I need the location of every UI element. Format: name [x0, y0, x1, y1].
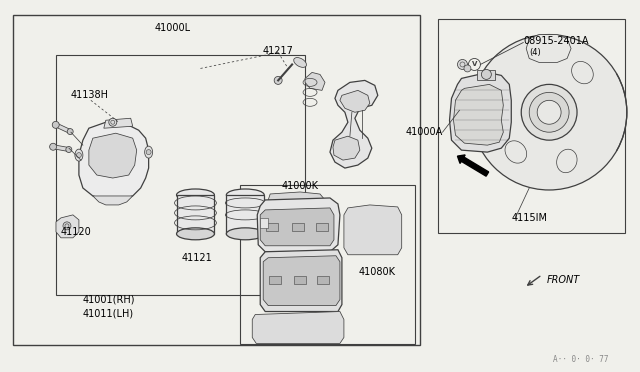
Circle shape [274, 76, 282, 84]
Text: 41138H: 41138H [71, 90, 109, 100]
Text: 41000L: 41000L [154, 23, 191, 33]
Bar [316, 223, 328, 231]
Ellipse shape [294, 58, 307, 67]
Circle shape [458, 60, 467, 70]
Polygon shape [257, 198, 340, 252]
Bar [240, 185, 415, 344]
Bar [438, 19, 625, 233]
Circle shape [76, 153, 81, 158]
Circle shape [529, 92, 569, 132]
Text: 41011(LH): 41011(LH) [83, 308, 134, 318]
Text: FRONT: FRONT [547, 275, 580, 285]
Polygon shape [263, 256, 340, 305]
Bar [294, 276, 306, 283]
Ellipse shape [75, 149, 83, 161]
Ellipse shape [145, 146, 152, 158]
Circle shape [109, 118, 116, 126]
Polygon shape [252, 311, 344, 343]
Bar [477, 70, 495, 80]
Text: (4): (4) [529, 48, 541, 57]
Polygon shape [52, 145, 69, 151]
Ellipse shape [177, 228, 214, 240]
Text: V: V [472, 61, 477, 67]
Bar [266, 223, 278, 231]
Bar [227, 195, 264, 234]
Bar [269, 276, 281, 283]
Polygon shape [79, 122, 148, 200]
Circle shape [63, 222, 71, 230]
Circle shape [481, 70, 492, 79]
Bar [177, 195, 214, 234]
Ellipse shape [227, 189, 264, 201]
Text: 41120: 41120 [61, 227, 92, 237]
Bar [56, 55, 305, 295]
Polygon shape [260, 250, 342, 311]
Ellipse shape [505, 141, 527, 163]
Text: 41000A: 41000A [405, 127, 442, 137]
Text: 4115IM: 4115IM [511, 213, 547, 223]
Polygon shape [305, 73, 325, 90]
Polygon shape [268, 192, 325, 205]
Text: 08915-2401A: 08915-2401A [524, 36, 589, 45]
Circle shape [472, 35, 627, 190]
Polygon shape [260, 208, 334, 246]
Polygon shape [449, 73, 511, 152]
Polygon shape [93, 196, 132, 205]
Circle shape [521, 84, 577, 140]
Polygon shape [104, 118, 132, 128]
Text: 41217: 41217 [262, 45, 294, 55]
Circle shape [52, 121, 60, 128]
Polygon shape [55, 123, 71, 134]
Bar [292, 223, 304, 231]
Polygon shape [89, 133, 137, 178]
Ellipse shape [486, 93, 510, 113]
Circle shape [66, 147, 72, 153]
Polygon shape [526, 35, 571, 62]
Circle shape [464, 65, 471, 72]
Ellipse shape [557, 149, 577, 173]
Polygon shape [330, 80, 378, 168]
Text: 41001(RH): 41001(RH) [83, 295, 136, 305]
Circle shape [50, 143, 56, 150]
Polygon shape [454, 84, 503, 145]
Polygon shape [56, 215, 79, 238]
Polygon shape [340, 90, 370, 112]
Polygon shape [333, 136, 360, 160]
Ellipse shape [177, 189, 214, 201]
Polygon shape [344, 205, 402, 255]
Bar [13, 15, 420, 346]
Ellipse shape [572, 61, 593, 84]
Text: 41080K: 41080K [358, 267, 396, 277]
Bar [317, 276, 329, 283]
Bar [260, 218, 268, 228]
Circle shape [67, 129, 73, 135]
Circle shape [537, 100, 561, 124]
FancyArrow shape [458, 155, 489, 176]
Text: A·· 0· 0· 77: A·· 0· 0· 77 [554, 355, 609, 364]
Text: 41000K: 41000K [282, 181, 319, 191]
Text: 41121: 41121 [181, 253, 212, 263]
Circle shape [146, 150, 151, 155]
Ellipse shape [227, 228, 264, 240]
